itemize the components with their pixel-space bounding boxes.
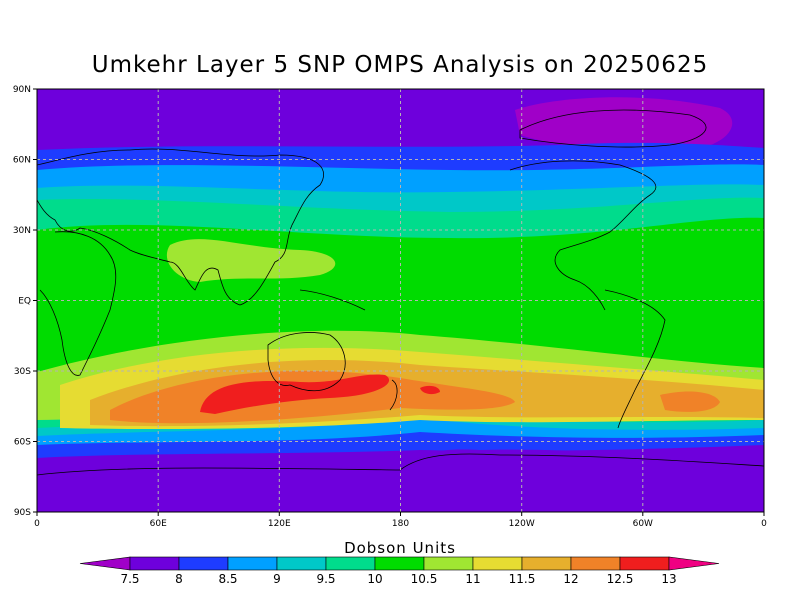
coastlines: [37, 109, 764, 476]
graticule: [37, 89, 764, 512]
colorbar-level-label: 9: [273, 572, 281, 586]
colorbar-level-label: 12: [563, 572, 578, 586]
colorbar-level-label: 8: [175, 572, 183, 586]
colorbar-swatch: [570, 556, 621, 571]
lon-tick-label: 0: [761, 519, 767, 529]
lat-axis: 90N 60N 30N EQ 30S 60S 90S: [13, 85, 37, 518]
arctic-min-blob: [515, 97, 733, 151]
orange-patch-east: [660, 391, 720, 412]
lat-tick-label: EQ: [18, 297, 31, 307]
colorbar-arrow-low: [79, 556, 131, 571]
colorbar-level-label: 8.5: [218, 572, 237, 586]
colorbar-level-label: 13: [661, 572, 676, 586]
contour-field: [37, 89, 764, 512]
colorbar-level-label: 11: [465, 572, 480, 586]
lat-tick-label: 90S: [14, 508, 31, 518]
colorbar-swatch: [619, 556, 670, 571]
lat-tick-label: 30S: [14, 367, 31, 377]
colorbar-swatch: [325, 556, 376, 571]
lon-axis: 0 60E 120E 180 120W 60W 0: [34, 512, 767, 529]
colorbar-swatch: [227, 556, 278, 571]
colorbar-swatch: [276, 556, 327, 571]
lat-tick-label: 60S: [14, 438, 31, 448]
map-title: Umkehr Layer 5 SNP OMPS Analysis on 2025…: [91, 52, 709, 78]
colorbar-swatch: [423, 556, 474, 571]
lon-tick-label: 120W: [509, 519, 535, 529]
colorbar-swatch: [472, 556, 523, 571]
colorbar-level-label: 7.5: [120, 572, 139, 586]
colorbar-title: Dobson Units: [344, 539, 456, 557]
red-patch-small: [420, 385, 440, 395]
colorbar-swatch: [521, 556, 572, 571]
colorbar-level-label: 11.5: [509, 572, 536, 586]
colorbar-level-label: 12.5: [607, 572, 634, 586]
lat-tick-label: 90N: [13, 85, 31, 95]
colorbar-level-label: 9.5: [316, 572, 335, 586]
colorbar-level-label: 10.5: [411, 572, 438, 586]
lon-tick-label: 60E: [150, 519, 167, 529]
lon-tick-label: 120E: [268, 519, 291, 529]
lat-tick-label: 60N: [13, 156, 31, 166]
colorbar-swatch: [178, 556, 229, 571]
colorbar-level-label: 10: [367, 572, 382, 586]
lon-tick-label: 180: [392, 519, 409, 529]
colorbar-swatch: [129, 556, 180, 571]
asia-lightgreen-blob: [166, 239, 336, 282]
lon-tick-label: 60W: [633, 519, 653, 529]
lat-tick-label: 30N: [13, 226, 31, 236]
colorbar: 7.5 8 8.5 9 9.5 10 10.5 11 11.5 12 12.5 13: [79, 556, 720, 586]
lon-tick-label: 0: [34, 519, 40, 529]
red-core: [200, 374, 390, 414]
colorbar-arrow-high: [668, 556, 720, 571]
colorbar-swatch: [374, 556, 425, 571]
